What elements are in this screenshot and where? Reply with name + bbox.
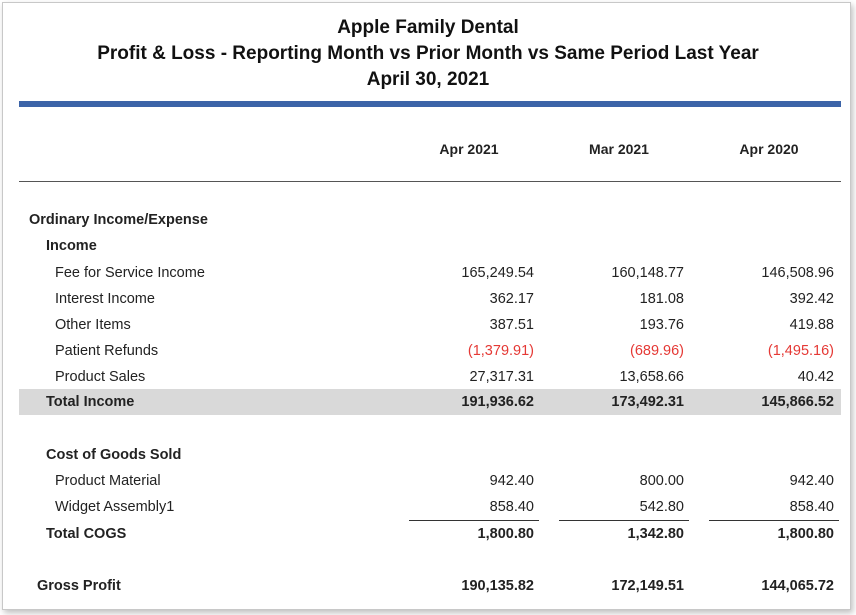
section-label: Income <box>46 238 97 254</box>
report-title-block: Apple Family Dental Profit & Loss - Repo… <box>3 15 853 93</box>
total-income-row[interactable]: Total Income 191,936.62 173,492.31 145,8… <box>19 389 841 415</box>
cell-mar-2021[interactable]: 542.80 <box>639 499 684 515</box>
cell-apr-2021[interactable]: 27,317.31 <box>469 369 534 385</box>
subtotal-rule <box>709 520 839 521</box>
cell-apr-2021[interactable]: 165,249.54 <box>461 265 534 281</box>
cell-mar-2021[interactable]: 13,658.66 <box>619 369 684 385</box>
gross-profit-row[interactable]: Gross Profit 190,135.82 172,149.51 144,0… <box>19 573 841 599</box>
cell-apr-2020[interactable]: 1,800.80 <box>777 526 834 542</box>
cell-apr-2020[interactable]: (1,495.16) <box>767 343 834 359</box>
row-label: Interest Income <box>55 291 155 307</box>
cell-mar-2021[interactable]: 160,148.77 <box>611 265 684 281</box>
section-income: Income <box>19 233 841 259</box>
cell-apr-2020[interactable]: 858.40 <box>789 499 834 515</box>
column-header-apr-2020[interactable]: Apr 2020 <box>739 141 799 157</box>
section-label: Cost of Goods Sold <box>46 447 182 463</box>
column-header-apr-2021[interactable]: Apr 2021 <box>439 141 499 157</box>
row-label: Other Items <box>55 317 131 333</box>
header-divider <box>19 181 841 182</box>
cell-apr-2021[interactable]: 387.51 <box>489 317 534 333</box>
cell-mar-2021[interactable]: 193.76 <box>639 317 684 333</box>
cell-apr-2021[interactable]: 858.40 <box>489 499 534 515</box>
table-row[interactable]: Other Items 387.51 193.76 419.88 <box>19 312 841 338</box>
total-cogs-row[interactable]: Total COGS 1,800.80 1,342.80 1,800.80 <box>19 521 841 547</box>
cell-apr-2020[interactable]: 942.40 <box>789 473 834 489</box>
report-date: April 30, 2021 <box>366 69 490 90</box>
row-label: Widget Assembly1 <box>55 499 175 515</box>
table-row[interactable]: Product Sales 27,317.31 13,658.66 40.42 <box>19 364 841 390</box>
cell-mar-2021[interactable]: 172,149.51 <box>611 578 684 594</box>
table-row[interactable]: Patient Refunds (1,379.91) (689.96) (1,4… <box>19 338 841 364</box>
cell-apr-2021[interactable]: 191,936.62 <box>461 394 534 410</box>
row-label: Patient Refunds <box>55 343 159 359</box>
row-label: Total Income <box>46 394 135 410</box>
row-label: Product Sales <box>55 369 146 385</box>
cell-apr-2020[interactable]: 145,866.52 <box>761 394 834 410</box>
cell-apr-2020[interactable]: 146,508.96 <box>761 265 834 281</box>
cell-apr-2021[interactable]: (1,379.91) <box>467 343 534 359</box>
header-accent-bar <box>19 101 841 107</box>
section-cost-of-goods-sold: Cost of Goods Sold <box>19 442 841 468</box>
company-name: Apple Family Dental <box>337 17 519 38</box>
table-row[interactable]: Fee for Service Income 165,249.54 160,14… <box>19 260 841 286</box>
cell-apr-2021[interactable]: 190,135.82 <box>461 578 534 594</box>
report-title: Profit & Loss - Reporting Month vs Prior… <box>97 43 759 64</box>
row-label: Fee for Service Income <box>55 265 205 281</box>
cell-apr-2020[interactable]: 40.42 <box>797 369 834 385</box>
table-row[interactable]: Interest Income 362.17 181.08 392.42 <box>19 286 841 312</box>
cell-apr-2021[interactable]: 942.40 <box>489 473 534 489</box>
cell-apr-2020[interactable]: 144,065.72 <box>761 578 834 594</box>
cell-apr-2021[interactable]: 1,800.80 <box>477 526 534 542</box>
subtotal-rule <box>559 520 689 521</box>
cell-mar-2021[interactable]: (689.96) <box>629 343 684 359</box>
subtotal-rule <box>409 520 539 521</box>
section-label: Ordinary Income/Expense <box>29 212 208 228</box>
cell-mar-2021[interactable]: 173,492.31 <box>611 394 684 410</box>
cell-apr-2020[interactable]: 392.42 <box>789 291 834 307</box>
cell-mar-2021[interactable]: 800.00 <box>639 473 684 489</box>
row-label: Total COGS <box>46 526 127 542</box>
cell-apr-2021[interactable]: 362.17 <box>489 291 534 307</box>
section-ordinary-income-expense: Ordinary Income/Expense <box>19 207 841 233</box>
cell-mar-2021[interactable]: 1,342.80 <box>627 526 684 542</box>
cell-apr-2020[interactable]: 419.88 <box>789 317 834 333</box>
row-label: Product Material <box>55 473 161 489</box>
row-label: Gross Profit <box>37 578 121 594</box>
table-row[interactable]: Product Material 942.40 800.00 942.40 <box>19 468 841 494</box>
column-header-mar-2021[interactable]: Mar 2021 <box>589 141 649 157</box>
cell-mar-2021[interactable]: 181.08 <box>639 291 684 307</box>
table-row[interactable]: Widget Assembly1 858.40 542.80 858.40 <box>19 494 841 520</box>
